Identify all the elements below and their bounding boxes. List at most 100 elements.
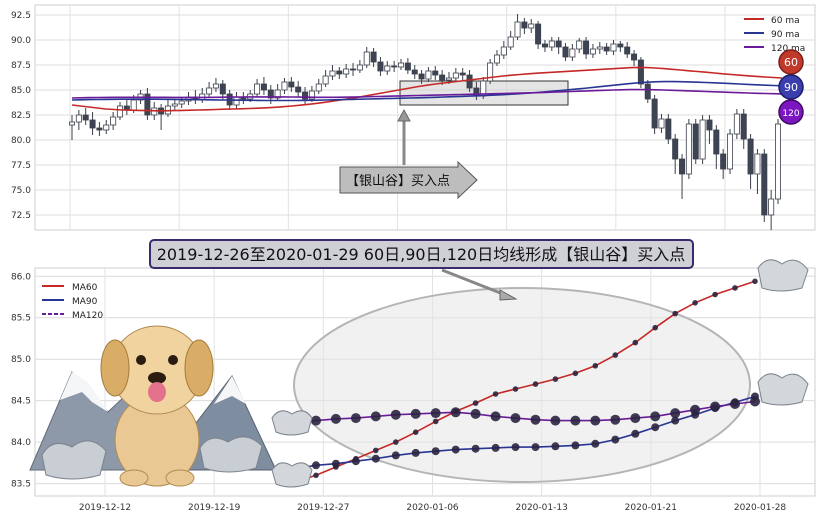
top-series-90-ma (71, 80, 783, 102)
point-MA120 (390, 409, 401, 420)
legend-label-ma90: MA90 (72, 297, 98, 307)
candle-up (212, 83, 219, 89)
candle-up (130, 99, 137, 111)
badge-60 (778, 49, 804, 75)
candle-down (302, 91, 309, 100)
bottom-y-axis: 83.5 84.0 84.5 85.0 85.5 86.0 (11, 272, 31, 489)
point-MA60 (532, 381, 539, 387)
point-MA60 (512, 386, 519, 392)
candle-down (82, 114, 89, 121)
point-MA90 (551, 442, 560, 451)
top-y-tick-label: 75.0 (11, 186, 31, 196)
legend-label-ma60: MA60 (72, 283, 98, 293)
title-banner-text: 2019-12-26至2020-01-29 60日,90日,120日均线形成【银… (157, 245, 686, 264)
candle-up (171, 103, 178, 107)
point-MA120 (410, 408, 421, 419)
candle-down (350, 68, 357, 71)
candle-up (452, 72, 459, 79)
point-MA60 (612, 352, 619, 358)
point-MA120 (350, 413, 361, 424)
point-MA90 (491, 443, 500, 452)
candle-up (103, 124, 110, 131)
bottom-y-tick-label: 85.5 (11, 314, 31, 324)
candle-down (672, 138, 679, 160)
bottom-x-tick-label: 2020-01-28 (734, 503, 787, 513)
candle-up (445, 77, 452, 81)
top-plot-area (34, 4, 816, 231)
point-MA90 (431, 447, 440, 456)
candle-down (267, 89, 274, 99)
legend-label-120: 120 ma (771, 44, 805, 54)
bottom-y-tick-label: 85.0 (11, 355, 31, 365)
point-MA120 (490, 411, 501, 422)
point-MA60 (752, 278, 758, 285)
bottom-y-tick-label: 86.0 (11, 272, 31, 282)
candle-up (596, 46, 603, 50)
point-MA60 (552, 376, 559, 382)
candle-down (295, 86, 302, 93)
title-banner: 2019-12-26至2020-01-29 60日,90日,120日均线形成【银… (149, 239, 694, 269)
top-y-tick-label: 87.5 (11, 61, 31, 71)
point-MA90 (371, 454, 380, 463)
candle-down (260, 83, 267, 91)
point-MA90 (511, 443, 520, 452)
point-MA120 (750, 396, 760, 407)
candle-down (466, 74, 473, 89)
point-MA90 (451, 445, 460, 454)
point-MA120 (710, 401, 721, 412)
candle-up (363, 51, 370, 66)
point-MA60 (492, 391, 499, 397)
candle-down (706, 119, 713, 131)
candle-up (384, 65, 391, 72)
candle-up (507, 36, 514, 48)
legend-label-60: 60 ma (771, 16, 800, 26)
point-MA90 (671, 416, 680, 425)
candle-down (459, 72, 466, 76)
badge-120-label: 120 (782, 109, 799, 119)
candle-up (487, 62, 494, 82)
candle-up (178, 100, 185, 105)
candle-down (219, 83, 226, 95)
point-MA60 (632, 339, 639, 346)
candle-up (514, 21, 521, 38)
bottom-y-tick-label: 84.5 (11, 397, 31, 407)
ingot-small-3-icon (757, 259, 809, 292)
candle-up (576, 40, 583, 50)
top-y-tick-label: 92.5 (11, 11, 31, 21)
candle-down (418, 73, 425, 80)
bottom-y-tick-label: 84.0 (11, 438, 31, 448)
candle-down (96, 127, 103, 131)
callout-arrow-banner (339, 160, 478, 200)
candle-up (528, 23, 535, 29)
top-y-tick-label: 85.0 (11, 86, 31, 96)
candle-down (411, 69, 418, 75)
point-MA90 (531, 443, 540, 452)
point-MA120 (510, 413, 521, 424)
candle-up (589, 48, 596, 55)
top-y-tick-label: 77.5 (11, 161, 31, 171)
bottom-y-tick-label: 83.5 (11, 480, 31, 490)
silver-ingots (41, 259, 809, 488)
candle-up (254, 83, 261, 95)
point-MA120 (690, 404, 701, 415)
point-MA60 (393, 439, 399, 445)
ingot-small-2-icon (271, 462, 313, 488)
bottom-x-tick-label: 2020-01-06 (406, 503, 459, 513)
ingot-left-icon (41, 440, 107, 480)
candle-up (548, 40, 555, 48)
candle-down (644, 83, 651, 100)
point-MA90 (331, 459, 340, 468)
point-MA90 (571, 441, 580, 450)
candle-down (603, 46, 610, 52)
point-MA120 (570, 415, 581, 426)
candle-up (233, 96, 240, 106)
candle-up (493, 54, 500, 64)
candle-down (679, 158, 686, 175)
badge-120 (778, 99, 804, 125)
candle-down (391, 65, 398, 68)
candle-down (144, 93, 151, 116)
bottom-ma-lines (291, 278, 760, 485)
candle-down (631, 53, 638, 61)
candle-up (754, 153, 761, 175)
ingot-small-1-icon (271, 410, 313, 436)
